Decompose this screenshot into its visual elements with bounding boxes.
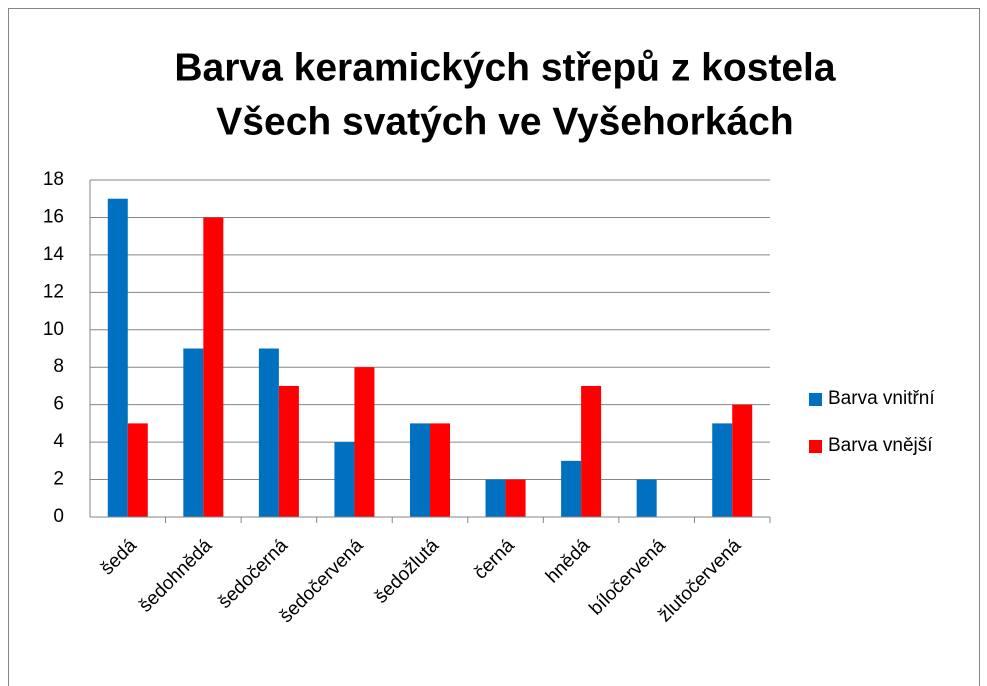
legend-label: Barva vnitřní: [828, 388, 935, 409]
y-tick-label: 10: [43, 319, 64, 340]
bar: [278, 385, 299, 517]
y-tick-label: 14: [43, 244, 65, 265]
bar: [107, 198, 128, 517]
legend-swatch: [809, 393, 822, 406]
y-tick-label: 18: [43, 169, 64, 190]
y-tick-label: 6: [53, 394, 64, 415]
legend-swatch: [809, 440, 822, 453]
bar: [183, 348, 204, 517]
bar: [203, 217, 224, 517]
legend-label: Barva vnější: [828, 435, 933, 456]
bar: [505, 479, 526, 517]
y-tick-label: 2: [53, 469, 64, 490]
bar: [258, 348, 279, 517]
y-tick-label: 12: [43, 281, 64, 302]
bar: [712, 423, 733, 517]
y-tick-label: 8: [53, 356, 64, 377]
bar: [410, 423, 430, 517]
bar: [636, 479, 657, 517]
y-tick-label: 4: [53, 431, 64, 452]
bar: [732, 404, 753, 517]
y-tick-label: 16: [43, 206, 64, 227]
bar: [581, 385, 602, 517]
bar: [334, 442, 355, 517]
chart-title: Barva keramických střepů z kostela: [174, 46, 836, 89]
bar: [561, 460, 582, 517]
bar: [485, 479, 506, 517]
bar: [127, 423, 148, 517]
bar: [430, 423, 450, 517]
chart-frame: [8, 8, 980, 686]
bar: [354, 367, 375, 517]
y-tick-label: 0: [53, 506, 64, 527]
chart-title: Všech svatých ve Vyšehorkách: [216, 100, 793, 143]
